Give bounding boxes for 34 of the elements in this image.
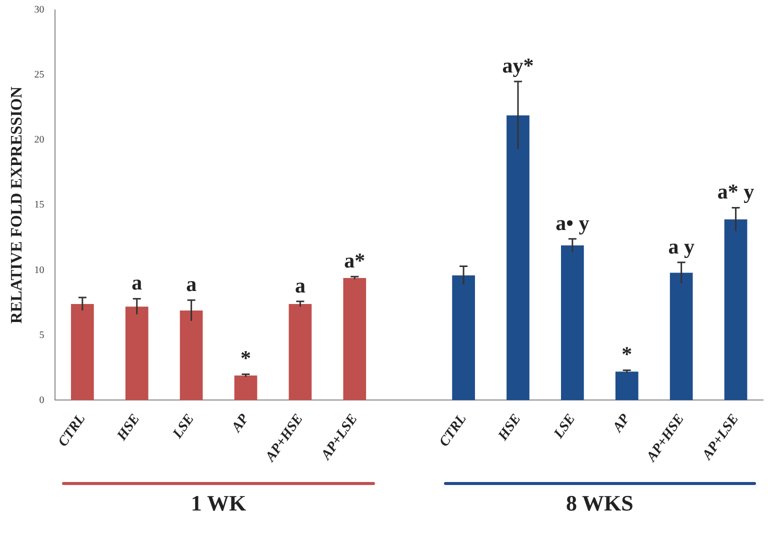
y-tick-label: 0	[39, 394, 44, 406]
data-label: ay*	[502, 53, 534, 78]
bar	[561, 245, 584, 400]
bar	[234, 376, 258, 400]
bar	[125, 306, 148, 400]
data-label: a y	[668, 234, 695, 258]
bar	[452, 275, 475, 400]
data-label: a• y	[556, 210, 590, 235]
bar	[506, 115, 530, 400]
bar	[70, 304, 94, 400]
y-tick-label: 20	[34, 134, 44, 146]
y-tick-label: 5	[39, 330, 44, 341]
data-label: *	[240, 346, 252, 370]
x-tick-label: AP	[610, 411, 634, 436]
data-label: a*	[344, 248, 366, 273]
bar	[288, 304, 312, 400]
data-label: a	[186, 272, 198, 296]
data-label: a	[132, 270, 143, 295]
y-axis-title: RELATIVE FOLD EXPRESSION	[8, 86, 26, 324]
y-tick-label: 25	[34, 70, 44, 81]
data-label: *	[622, 342, 632, 366]
text: 8 WKS	[566, 490, 634, 516]
y-tick-label: 30	[34, 4, 44, 16]
data-label: a	[294, 273, 306, 298]
text: 1 WK	[190, 490, 246, 516]
y-tick-label: 10	[34, 264, 44, 276]
bar	[343, 278, 366, 400]
data-label: a* y	[717, 180, 755, 204]
bar	[615, 372, 638, 400]
bar	[724, 219, 748, 400]
y-tick-label: 15	[34, 200, 44, 211]
x-tick-label: AP	[228, 411, 252, 436]
bar	[670, 272, 693, 400]
bar	[180, 310, 203, 400]
